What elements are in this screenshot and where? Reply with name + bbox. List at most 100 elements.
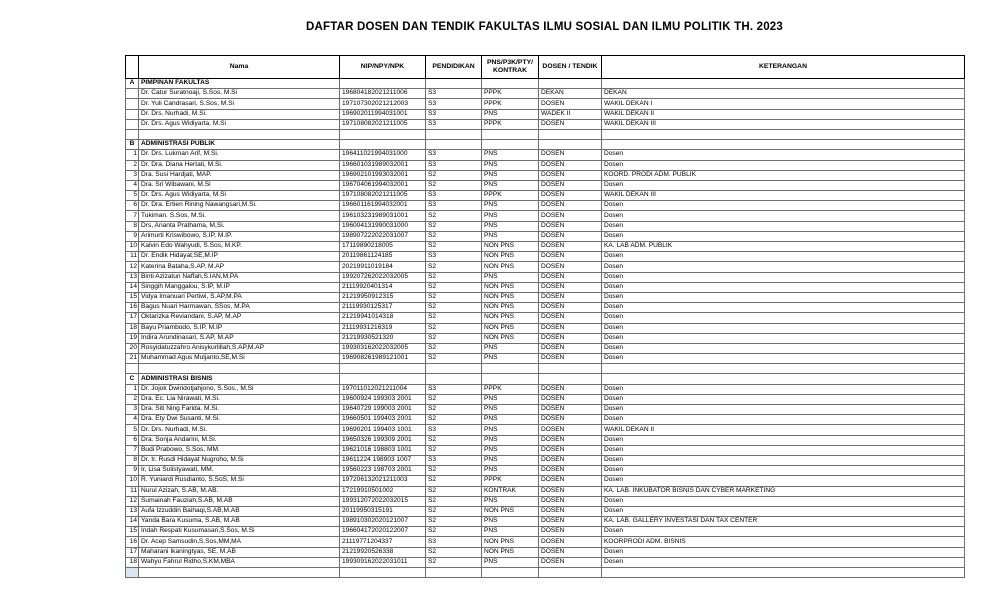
table-row: 11 Dr. Endik Hidayat,SE,M.IP 2011986112418… bbox=[125, 251, 965, 263]
cell-pendidikan: S3 bbox=[425, 98, 482, 110]
cell-dosen-tendik: DOSEN bbox=[538, 210, 602, 222]
cell-nip: 21219920526338 bbox=[339, 546, 426, 558]
cell-nip: 20119861124185 bbox=[339, 251, 426, 263]
empty-cell bbox=[339, 139, 426, 151]
empty-cell bbox=[481, 566, 539, 579]
table-row: 19 Indira Arundinasari, S.AP, M.AP 2121993… bbox=[125, 332, 965, 344]
cell-status: NON PNS bbox=[481, 312, 539, 324]
cell-nama: Dra. Siti Ning Farida. M.Si. bbox=[138, 403, 340, 416]
cell-nip: 199207262022032005 bbox=[339, 271, 426, 283]
cell-keterangan: Dosen bbox=[601, 281, 965, 293]
cell-no: 19 bbox=[125, 332, 139, 344]
cell-keterangan: WAKIL DEKAN II bbox=[601, 424, 965, 436]
header-cell-nip: NIP/NPY/NPK bbox=[339, 55, 426, 79]
empty-cell bbox=[601, 363, 965, 375]
cell-no: 1 bbox=[125, 383, 139, 395]
cell-no: 20 bbox=[125, 342, 139, 355]
cell-no bbox=[125, 98, 139, 110]
cell-nip: 19611224 198903 1007 bbox=[339, 454, 426, 467]
cell-pendidikan: S2 bbox=[425, 393, 482, 406]
cell-nip: 19621016 198803 1001 bbox=[339, 444, 426, 456]
cell-pendidikan: S2 bbox=[425, 465, 482, 477]
empty-cell bbox=[339, 373, 426, 385]
cell-nama: Indah Respati Kusumasari,S.Sos, M.Si bbox=[138, 526, 340, 538]
table-row: 10 Kalvin Edo Wahyudi, S.Sos, M.KP. 171198… bbox=[125, 240, 965, 253]
cell-keterangan: Dosen bbox=[601, 291, 965, 304]
cell-dosen-tendik: DEKAN bbox=[538, 88, 602, 100]
cell-dosen-tendik: DOSEN bbox=[538, 118, 602, 130]
header-cell-rownum bbox=[125, 55, 139, 79]
cell-keterangan: Dosen bbox=[601, 434, 965, 446]
cell-pendidikan: S2 bbox=[425, 302, 482, 314]
cell-dosen-tendik: DOSEN bbox=[538, 220, 602, 232]
cell-status: NON PNS bbox=[481, 302, 539, 314]
empty-cell bbox=[601, 566, 965, 579]
table-row: 3 Dra. Susi Hardjati, MAP. 196902101993032… bbox=[125, 169, 965, 181]
cell-dosen-tendik: DOSEN bbox=[538, 271, 602, 283]
cell-nip: 196601161994032001 bbox=[339, 200, 426, 212]
table-row: 21 Muhammad Agus Muljanto,SE,M.Si 19690826… bbox=[125, 353, 965, 365]
cell-nama: Dr. Drs. Nurhadi, M.Si. bbox=[138, 424, 340, 436]
cell-dosen-tendik: DOSEN bbox=[538, 332, 602, 344]
cell-keterangan: Dosen bbox=[601, 475, 965, 487]
cell-dosen-tendik: DOSEN bbox=[538, 230, 602, 243]
cell-dosen-tendik: DOSEN bbox=[538, 485, 602, 497]
cell-nama: Aufa Izzuddin Baihaqi,S.AB,M.AB bbox=[138, 505, 340, 518]
cell-nama: Maharani Ikaningtyas, SE, M.AB bbox=[138, 546, 340, 558]
cell-nama: Dr. Drs. Agus Widiyarta, M.Si bbox=[138, 190, 340, 202]
cell-pendidikan: S2 bbox=[425, 485, 482, 497]
table-row: 8 Drs, Ananta Prathama, M,Si. 196004131990… bbox=[125, 220, 965, 232]
cell-nama: Arimurti Kriswibowo, S.IP, M.IP. bbox=[138, 230, 340, 243]
cell-status: NON PNS bbox=[481, 291, 539, 304]
cell-keterangan: WAKIL DEKAN II bbox=[601, 108, 965, 120]
cell-no bbox=[125, 118, 139, 130]
cell-keterangan: Dosen bbox=[601, 342, 965, 355]
cell-nama: Dra. Ety Dwi Susanti, M.Si. bbox=[138, 414, 340, 426]
cell-status: PNS bbox=[481, 271, 539, 283]
cell-status: PNS bbox=[481, 149, 539, 161]
cell-nip: 196804182021211006 bbox=[339, 88, 426, 100]
cell-nama: Tukiman. S.Sos, M.Si. bbox=[138, 210, 340, 222]
cell-nama: Dr. Drs. Lukman Arif, M.Si. bbox=[138, 149, 340, 161]
blank-separator-row bbox=[125, 128, 965, 141]
table-row: 17 Maharani Ikaningtyas, SE, M.AB 21219920… bbox=[125, 546, 965, 558]
blank-separator-row bbox=[125, 566, 965, 579]
table-row: 14 Yanda Bara Kusuma, S.AB, M.AB 198910302… bbox=[125, 516, 965, 528]
empty-cell bbox=[339, 566, 426, 579]
cell-pendidikan: S2 bbox=[425, 271, 482, 283]
table-row: 9 Ir, Lisa Sulistyawati, MM. 19560223 1987… bbox=[125, 465, 965, 477]
empty-cell bbox=[481, 363, 539, 375]
cell-status: PNS bbox=[481, 179, 539, 192]
cell-keterangan: KA. LAB. GALLERY INVESTASI DAN TAX CENTE… bbox=[601, 516, 965, 528]
table-row: Dr. Yuli Candrasari, S.Sos, M.Si 19710730… bbox=[125, 98, 965, 110]
cell-nama: Dra. Sri Wibawani, M.Si bbox=[138, 179, 340, 192]
cell-nama: Sumainah Fauziah,S.AB, M.AB bbox=[138, 495, 340, 507]
cell-nip: 19650326 199309 2001 bbox=[339, 434, 426, 446]
cell-pendidikan: S2 bbox=[425, 434, 482, 446]
empty-cell bbox=[425, 128, 482, 141]
cell-dosen-tendik: DOSEN bbox=[538, 281, 602, 293]
cell-status: PNS bbox=[481, 526, 539, 538]
cell-status: KONTRAK bbox=[481, 485, 539, 497]
cell-nip: 20119950315191 bbox=[339, 505, 426, 518]
cell-nip: 20219911019184 bbox=[339, 261, 426, 273]
cell-pendidikan: S2 bbox=[425, 322, 482, 334]
cell-status: NON PNS bbox=[481, 261, 539, 273]
cell-pendidikan: S3 bbox=[425, 159, 482, 171]
cell-nama: Dr. Drs. Agus Widiyarta, M.Si bbox=[138, 118, 340, 130]
cell-nama: Nurul Azizah, S.AB, M.AB. bbox=[138, 485, 340, 497]
cell-dosen-tendik: DOSEN bbox=[538, 444, 602, 456]
cell-nip: 21119931216319 bbox=[339, 322, 426, 334]
cell-keterangan: Dosen bbox=[601, 556, 965, 569]
cell-no: 14 bbox=[125, 281, 139, 293]
cell-nama: Ir, Lisa Sulistyawati, MM. bbox=[138, 465, 340, 477]
cell-dosen-tendik: DOSEN bbox=[538, 434, 602, 446]
cell-dosen-tendik: DOSEN bbox=[538, 424, 602, 436]
table-row: 6 Dr. Dra. Ertien Rining Nawangsari,M.Si.… bbox=[125, 200, 965, 212]
cell-nip: 196704061994032001 bbox=[339, 179, 426, 192]
cell-status: NON PNS bbox=[481, 281, 539, 293]
cell-dosen-tendik: DOSEN bbox=[538, 465, 602, 477]
cell-nip: 17119890218005 bbox=[339, 240, 426, 253]
cell-status: PNS bbox=[481, 220, 539, 232]
